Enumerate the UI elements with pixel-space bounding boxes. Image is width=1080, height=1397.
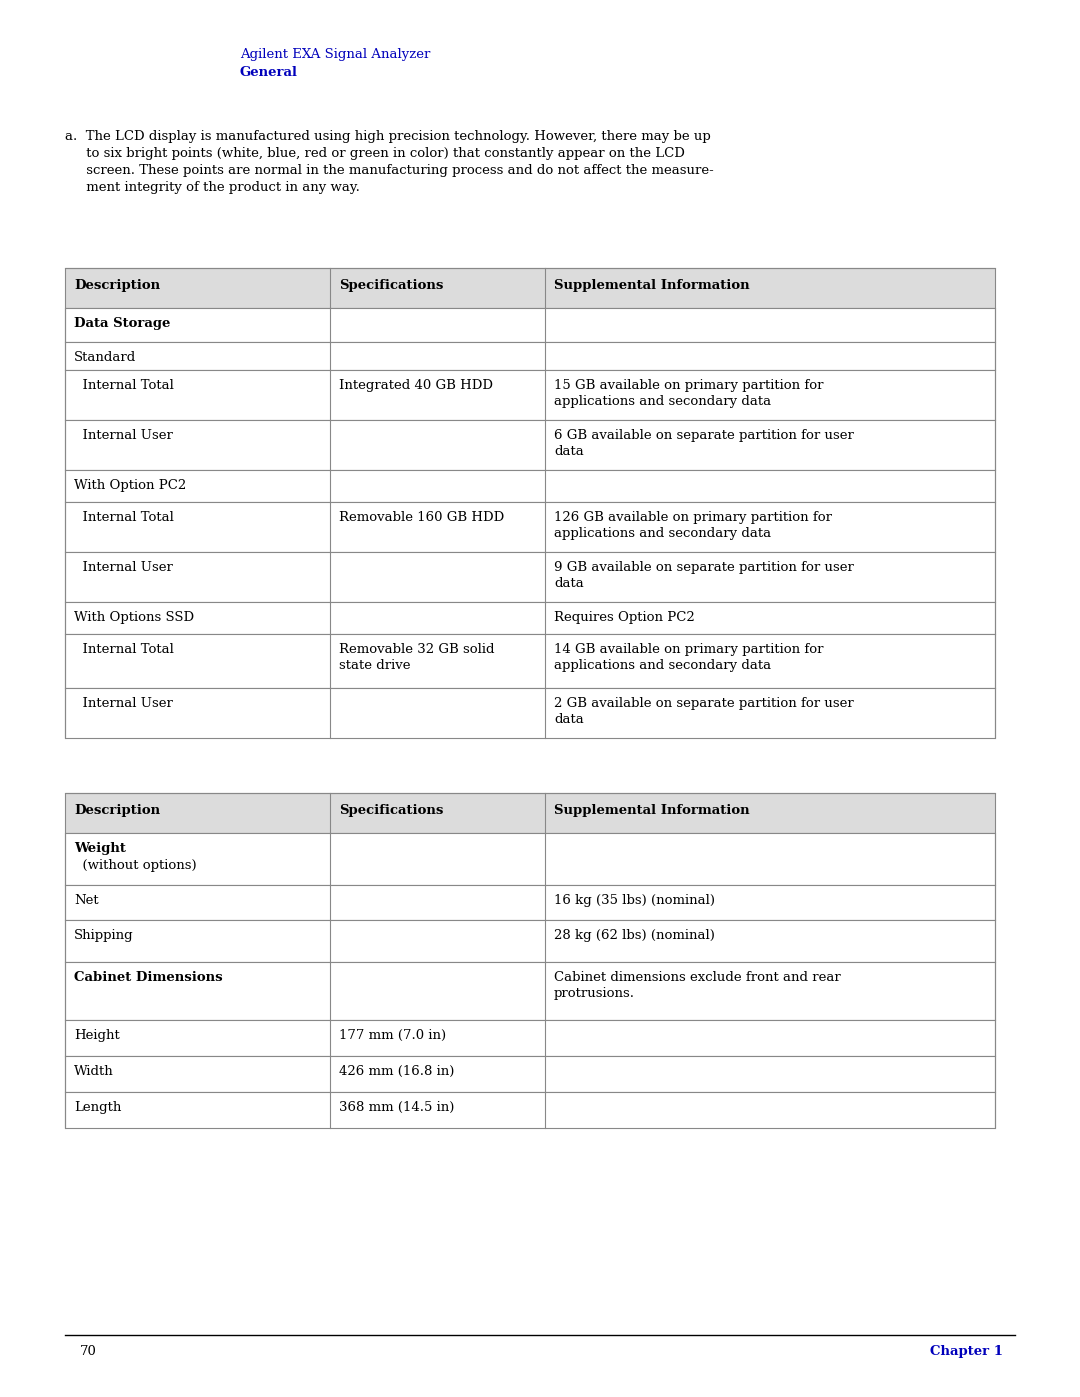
Text: ment integrity of the product in any way.: ment integrity of the product in any way… — [65, 182, 360, 194]
Text: General: General — [240, 66, 298, 80]
Text: Width: Width — [75, 1065, 113, 1078]
Text: applications and secondary data: applications and secondary data — [554, 527, 771, 541]
Bar — [65, 469, 995, 502]
Text: Integrated 40 GB HDD: Integrated 40 GB HDD — [339, 379, 492, 393]
Bar — [65, 420, 995, 469]
Bar — [65, 886, 995, 921]
Text: Shipping: Shipping — [75, 929, 134, 942]
Text: Internal Total: Internal Total — [75, 511, 174, 524]
Text: Description: Description — [75, 805, 160, 817]
Text: Supplemental Information: Supplemental Information — [554, 805, 750, 817]
Text: (without options): (without options) — [75, 859, 197, 872]
Text: 28 kg (62 lbs) (nominal): 28 kg (62 lbs) (nominal) — [554, 929, 715, 942]
Text: Agilent EXA Signal Analyzer: Agilent EXA Signal Analyzer — [240, 47, 430, 61]
Text: 70: 70 — [80, 1345, 97, 1358]
Bar — [65, 502, 995, 552]
Bar — [65, 793, 995, 833]
Text: Standard: Standard — [75, 351, 136, 365]
Bar — [65, 370, 995, 420]
Text: a.  The LCD display is manufactured using high precision technology. However, th: a. The LCD display is manufactured using… — [65, 130, 711, 142]
Text: Data Storage: Data Storage — [75, 317, 171, 330]
Text: Internal User: Internal User — [75, 562, 173, 574]
Bar — [65, 1092, 995, 1127]
Text: 14 GB available on primary partition for: 14 GB available on primary partition for — [554, 643, 824, 657]
Text: Internal User: Internal User — [75, 697, 173, 710]
Text: 16 kg (35 lbs) (nominal): 16 kg (35 lbs) (nominal) — [554, 894, 715, 907]
Text: Internal User: Internal User — [75, 429, 173, 441]
Text: to six bright points (white, blue, red or green in color) that constantly appear: to six bright points (white, blue, red o… — [65, 147, 685, 161]
Text: Internal Total: Internal Total — [75, 379, 174, 393]
Bar — [65, 634, 995, 687]
Text: data: data — [554, 712, 584, 726]
Bar — [65, 307, 995, 342]
Bar — [65, 687, 995, 738]
Text: Specifications: Specifications — [339, 279, 444, 292]
Text: Height: Height — [75, 1030, 120, 1042]
Bar — [65, 833, 995, 886]
Bar — [65, 602, 995, 634]
Text: Supplemental Information: Supplemental Information — [554, 279, 750, 292]
Text: 426 mm (16.8 in): 426 mm (16.8 in) — [339, 1065, 455, 1078]
Bar — [65, 342, 995, 370]
Bar — [65, 268, 995, 307]
Text: Net: Net — [75, 894, 98, 907]
Text: 177 mm (7.0 in): 177 mm (7.0 in) — [339, 1030, 446, 1042]
Text: Chapter 1: Chapter 1 — [930, 1345, 1003, 1358]
Text: 126 GB available on primary partition for: 126 GB available on primary partition fo… — [554, 511, 832, 524]
Text: 2 GB available on separate partition for user: 2 GB available on separate partition for… — [554, 697, 854, 710]
Text: Requires Option PC2: Requires Option PC2 — [554, 610, 694, 624]
Bar — [65, 921, 995, 963]
Bar — [65, 1056, 995, 1092]
Text: 9 GB available on separate partition for user: 9 GB available on separate partition for… — [554, 562, 854, 574]
Text: Removable 32 GB solid: Removable 32 GB solid — [339, 643, 495, 657]
Text: 15 GB available on primary partition for: 15 GB available on primary partition for — [554, 379, 824, 393]
Text: protrusions.: protrusions. — [554, 988, 635, 1000]
Text: data: data — [554, 446, 584, 458]
Bar — [65, 552, 995, 602]
Text: applications and secondary data: applications and secondary data — [554, 659, 771, 672]
Text: Length: Length — [75, 1101, 121, 1113]
Text: Internal Total: Internal Total — [75, 643, 174, 657]
Text: screen. These points are normal in the manufacturing process and do not affect t: screen. These points are normal in the m… — [65, 163, 714, 177]
Bar — [65, 963, 995, 1020]
Text: Description: Description — [75, 279, 160, 292]
Bar — [65, 1020, 995, 1056]
Text: Removable 160 GB HDD: Removable 160 GB HDD — [339, 511, 504, 524]
Text: Cabinet Dimensions: Cabinet Dimensions — [75, 971, 222, 983]
Text: state drive: state drive — [339, 659, 410, 672]
Text: With Option PC2: With Option PC2 — [75, 479, 186, 492]
Text: 6 GB available on separate partition for user: 6 GB available on separate partition for… — [554, 429, 854, 441]
Text: Cabinet dimensions exclude front and rear: Cabinet dimensions exclude front and rea… — [554, 971, 840, 983]
Text: applications and secondary data: applications and secondary data — [554, 395, 771, 408]
Text: Specifications: Specifications — [339, 805, 444, 817]
Text: Weight: Weight — [75, 842, 126, 855]
Text: data: data — [554, 577, 584, 590]
Text: 368 mm (14.5 in): 368 mm (14.5 in) — [339, 1101, 455, 1113]
Text: With Options SSD: With Options SSD — [75, 610, 194, 624]
